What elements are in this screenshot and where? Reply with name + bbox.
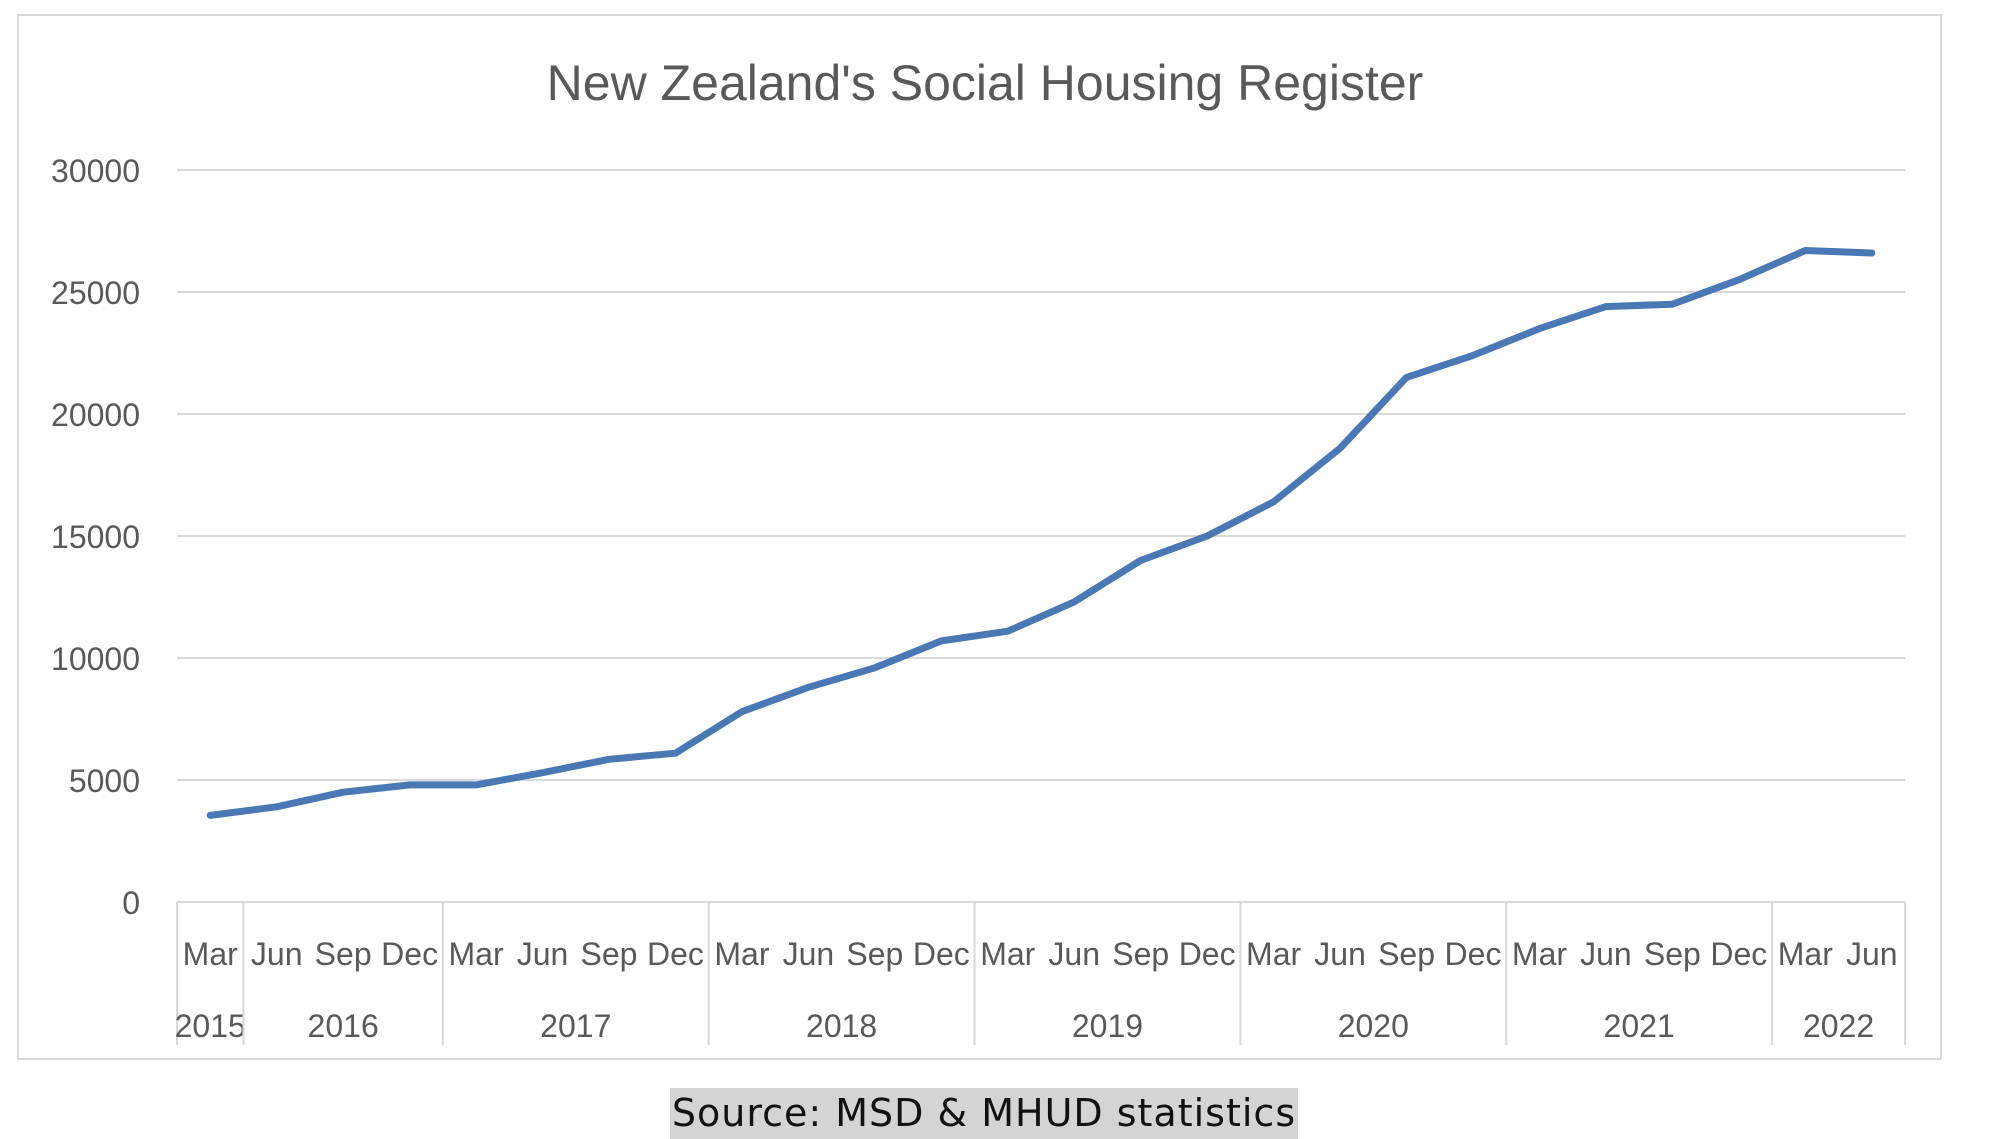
x-tick-label: Jun	[783, 936, 835, 972]
data-point	[1803, 248, 1808, 253]
data-point	[1338, 446, 1343, 451]
x-tick-label: Mar	[1512, 936, 1567, 972]
y-tick-label: 20000	[51, 397, 140, 433]
x-tick-label: Jun	[1846, 936, 1898, 972]
x-tick-label: Sep	[315, 936, 372, 972]
data-point	[1138, 558, 1143, 563]
year-label: 2018	[806, 1008, 877, 1044]
data-point	[1271, 499, 1276, 504]
x-tick-label: Dec	[647, 936, 704, 972]
x-tick-label: Mar	[449, 936, 504, 972]
year-label: 2017	[540, 1008, 611, 1044]
chart-title: New Zealand's Social Housing Register	[547, 55, 1424, 111]
data-point	[208, 813, 213, 818]
data-point	[1736, 277, 1741, 282]
x-tick-label: Dec	[1710, 936, 1767, 972]
data-point	[1072, 599, 1077, 604]
y-tick-label: 0	[122, 885, 140, 921]
x-tick-label: Jun	[1048, 936, 1100, 972]
x-tick-label: Dec	[913, 936, 970, 972]
x-tick-label: Mar	[980, 936, 1035, 972]
x-tick-label: Dec	[1445, 936, 1502, 972]
data-point	[806, 685, 811, 690]
year-label: 2015	[175, 1008, 246, 1044]
data-point	[1205, 534, 1210, 538]
data-point	[607, 757, 611, 762]
x-tick-label: Sep	[581, 936, 638, 972]
y-tick-label: 25000	[51, 275, 140, 311]
data-point	[1005, 629, 1010, 634]
x-tick-label: Dec	[381, 936, 438, 972]
year-label: 2019	[1072, 1008, 1143, 1044]
data-point	[540, 770, 545, 775]
data-point	[1670, 302, 1675, 307]
data-point	[739, 709, 744, 714]
data-point	[1603, 304, 1608, 309]
year-label: 2022	[1803, 1008, 1874, 1044]
data-point	[673, 751, 678, 756]
y-tick-label: 30000	[51, 153, 140, 189]
data-point	[872, 665, 877, 670]
x-tick-label: Mar	[1246, 936, 1301, 972]
x-tick-label: Mar	[714, 936, 769, 972]
data-point	[1869, 250, 1874, 255]
year-label: 2016	[308, 1008, 379, 1044]
x-tick-label: Jun	[517, 936, 569, 972]
x-tick-label: Sep	[1112, 936, 1169, 972]
y-tick-label: 15000	[51, 519, 140, 555]
y-tick-label: 10000	[51, 641, 140, 677]
data-point	[939, 638, 944, 643]
data-point	[474, 782, 479, 787]
y-tick-label: 5000	[69, 763, 140, 799]
x-tick-label: Dec	[1179, 936, 1236, 972]
data-point	[1471, 353, 1475, 358]
series-line	[206, 247, 1876, 819]
x-tick-label: Mar	[183, 936, 238, 972]
data-point	[1537, 326, 1542, 331]
data-point	[1404, 375, 1409, 380]
x-tick-label: Sep	[846, 936, 903, 972]
x-tick-label: Jun	[251, 936, 303, 972]
year-label: 2020	[1338, 1008, 1409, 1044]
data-point	[341, 790, 346, 795]
source-caption: Source: MSD & MHUD statistics	[670, 1088, 1298, 1139]
year-label: 2021	[1604, 1008, 1675, 1044]
x-tick-label: Sep	[1378, 936, 1435, 972]
x-tick-label: Sep	[1644, 936, 1701, 972]
x-tick-label: Mar	[1778, 936, 1833, 972]
x-tick-label: Jun	[1314, 936, 1366, 972]
x-tick-label: Jun	[1580, 936, 1632, 972]
data-point	[274, 804, 279, 809]
data-point	[407, 782, 412, 787]
